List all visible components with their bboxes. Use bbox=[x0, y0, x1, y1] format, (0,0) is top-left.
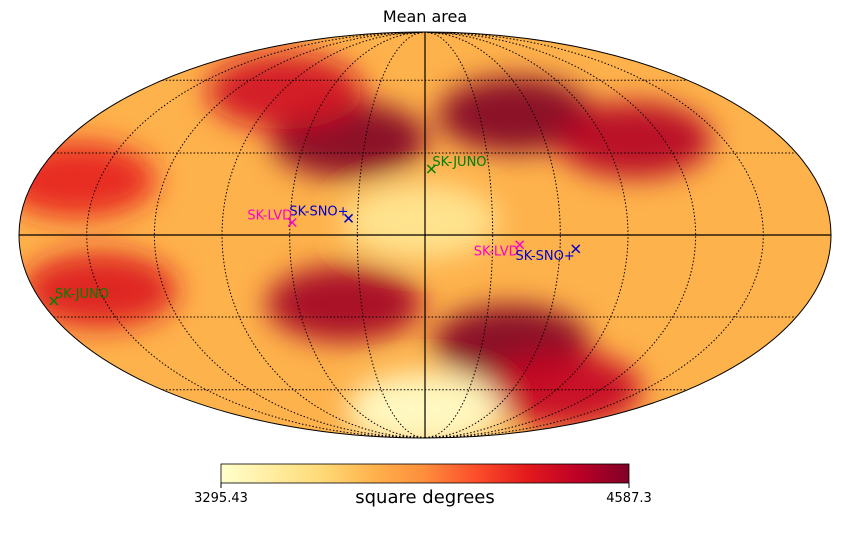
heat-spot-3 bbox=[556, 101, 713, 178]
marker-label: SK-SNO+ bbox=[516, 249, 575, 264]
marker-0: SK-JUNO bbox=[426, 155, 487, 174]
heat-spot-2 bbox=[437, 76, 594, 153]
colorbar-min-label: 3295.43 bbox=[194, 491, 248, 506]
marker-cross bbox=[426, 164, 436, 174]
marker-cross bbox=[344, 213, 354, 223]
marker-cross bbox=[571, 244, 581, 254]
marker-cross bbox=[515, 240, 525, 250]
marker-cross bbox=[287, 217, 297, 228]
meridian-line bbox=[424, 32, 697, 438]
marker-label: SK-LVD bbox=[247, 208, 292, 223]
heat-spot-10 bbox=[342, 183, 499, 260]
marker-3: SK-LVD bbox=[474, 240, 525, 260]
meridian-line bbox=[153, 32, 426, 438]
marker-label: SK-JUNO bbox=[432, 155, 486, 170]
marker-label: SK-JUNO bbox=[55, 287, 109, 302]
chart-title: Mean area bbox=[383, 7, 467, 26]
heat-spot-6 bbox=[266, 265, 423, 342]
colorbar-max-label: 4587.3 bbox=[606, 491, 652, 506]
marker-4: SK-SNO+ bbox=[516, 244, 581, 264]
heat-spot-1 bbox=[206, 53, 363, 130]
heat-spot-5 bbox=[485, 351, 642, 428]
marker-label: SK-LVD bbox=[474, 245, 519, 260]
marker-5: SK-JUNO bbox=[49, 287, 109, 306]
marker-1: SK-SNO+ bbox=[289, 204, 354, 223]
colorbar bbox=[220, 463, 630, 484]
marker-cross bbox=[49, 296, 59, 306]
colorbar-label: square degrees bbox=[355, 487, 495, 508]
marker-label: SK-SNO+ bbox=[289, 204, 348, 219]
marker-2: SK-LVD bbox=[247, 208, 297, 228]
